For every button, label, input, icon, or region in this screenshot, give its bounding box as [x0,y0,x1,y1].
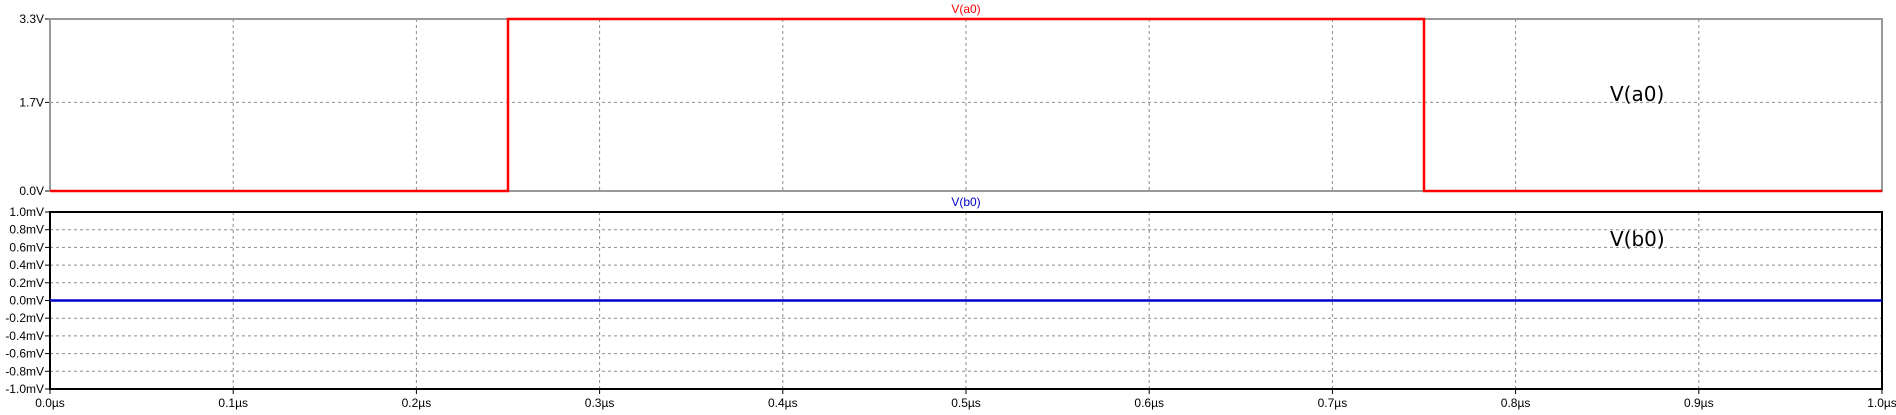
x-tick-label: 0.7µs [1318,396,1348,410]
y-tick-label: -1.0mV [5,382,44,396]
x-tick-label: 0.3µs [585,396,615,410]
x-tick-label: 0.2µs [402,396,432,410]
x-tick-label: 0.0µs [35,396,65,410]
x-tick-label: 0.4µs [768,396,798,410]
x-tick-label: 0.8µs [1501,396,1531,410]
y-tick-label: 0.8mV [9,223,44,237]
y-tick-label: -0.6mV [5,347,44,361]
x-tick-label: 0.9µs [1684,396,1714,410]
y-tick-label: 0.4mV [9,258,44,272]
y-tick-label: -0.8mV [5,364,44,378]
y-tick-label: 0.0mV [9,294,44,308]
x-tick-label: 1.0µs [1867,396,1896,410]
panel-1: 3.3V 1.7V 0.0V V(a0) V(a0) [19,2,1883,198]
trace-va0 [50,17,1882,193]
x-tick-label: 0.5µs [951,396,981,410]
y-tick-label: 1.0mV [9,205,44,219]
y-tick-label: 1.7V [19,95,44,109]
panel-title: V(b0) [951,195,980,209]
y-tick-label: -0.4mV [5,329,44,343]
y-tick-label: 0.0V [19,184,44,198]
x-tick-label: 0.6µs [1134,396,1164,410]
trace-annotation: V(b0) [1610,227,1665,251]
y-tick-label: -0.2mV [5,311,44,325]
y-tick-label: 0.6mV [9,240,44,254]
panel-2: 1.0mV 0.8mV 0.6mV 0.4mV 0.2mV 0.0mV -0.2mV -0.4… [5,195,1883,396]
panel-title: V(a0) [951,2,980,16]
trace-annotation: V(a0) [1610,82,1664,106]
y-tick-label: 0.2mV [9,276,44,290]
y-tick-label: 3.3V [19,12,44,26]
x-tick-label: 0.1µs [218,396,248,410]
